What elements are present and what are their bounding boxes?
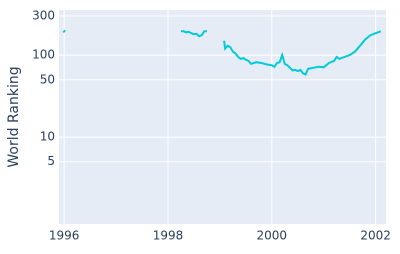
y-tick-label: 50 bbox=[40, 72, 55, 86]
plot-area bbox=[59, 10, 386, 224]
line bbox=[62, 29, 382, 76]
x-tick-label: 2000 bbox=[257, 229, 288, 243]
y-axis-label: World Ranking bbox=[6, 66, 22, 167]
y-tick-label: 100 bbox=[32, 48, 55, 62]
x-tick-label: 1996 bbox=[49, 229, 80, 243]
y-tick-label: 300 bbox=[32, 8, 55, 22]
y-tick-label: 5 bbox=[47, 154, 55, 168]
x-tick-label: 1998 bbox=[153, 229, 184, 243]
y-tick-label: 10 bbox=[40, 130, 55, 144]
x-tick-label: 2002 bbox=[360, 229, 391, 243]
